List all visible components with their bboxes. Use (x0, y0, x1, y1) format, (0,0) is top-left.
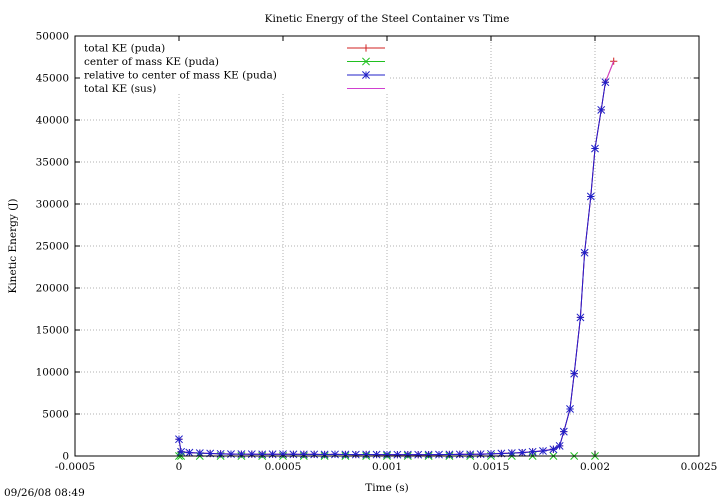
data-point-star (580, 248, 589, 257)
series-line (178, 82, 606, 456)
plot-frame (74, 35, 700, 457)
data-point-star (566, 405, 574, 413)
data-point-star (175, 435, 183, 444)
data-point-star (383, 450, 391, 459)
data-point-star (177, 447, 186, 456)
data-point-star (555, 441, 564, 450)
data-point-star (597, 105, 606, 114)
data-point-star (258, 450, 267, 459)
data-point-star (227, 450, 235, 459)
x-tick-label: 0.0025 (681, 461, 718, 473)
series-2 (175, 78, 610, 459)
data-point-star (586, 192, 595, 201)
y-tick-label: 20000 (36, 283, 69, 295)
y-tick-label: 45000 (36, 73, 69, 85)
data-point-star (185, 448, 194, 457)
y-tick-label: 35000 (36, 157, 69, 169)
data-point-star (528, 447, 537, 456)
series-0 (175, 57, 618, 459)
legend-label: center of mass KE (puda) (84, 56, 219, 68)
data-point-star (576, 313, 585, 322)
legend: total KE (puda)center of mass KE (puda) r… (84, 43, 385, 95)
data-point-star (591, 144, 599, 153)
y-tick-label: 25000 (36, 241, 69, 253)
data-point-star (476, 450, 485, 459)
data-point-star (362, 71, 370, 79)
grid-lines (75, 36, 699, 456)
data-point-star (487, 449, 495, 458)
legend-label: relative to center of mass KE (puda) (84, 70, 277, 82)
data-point-star (455, 450, 464, 459)
data-point-star (570, 369, 579, 378)
data-point-star (279, 450, 287, 459)
data-point-star (393, 450, 402, 459)
data-point-star (351, 450, 360, 459)
data-point-cross (362, 57, 370, 66)
y-tick-label: 50000 (36, 31, 69, 43)
x-tick-label: 0.002 (580, 461, 610, 473)
data-point-star (206, 449, 215, 458)
data-point-star (331, 450, 339, 459)
y-tick-label: 5000 (42, 409, 69, 421)
data-point-star (237, 450, 246, 459)
y-tick-label: 10000 (36, 367, 69, 379)
data-point-star (497, 449, 506, 458)
x-tick-label: 0 (176, 461, 183, 473)
x-tick-label: -0.0005 (55, 461, 95, 473)
data-point-star (299, 450, 308, 459)
data-point-plus (610, 57, 618, 65)
data-point-star (289, 450, 298, 459)
x-tick-label: 0.0005 (265, 461, 302, 473)
data-point-star (518, 448, 527, 457)
data-point-star (466, 450, 475, 459)
y-tick-label: 15000 (36, 325, 69, 337)
x-tick-label: 0.0015 (473, 461, 510, 473)
data-point-star (403, 450, 412, 459)
legend-label: total KE (puda) (84, 43, 165, 55)
axis-ticks: -0.0005 0 0.0005 0.001 0.0015 0.002 0.00250500… (36, 31, 718, 474)
data-point-star (559, 427, 568, 436)
y-tick-label: 40000 (36, 115, 69, 127)
data-point-star (320, 450, 329, 459)
data-point-star (341, 450, 350, 459)
y-axis-label: Kinetic Energy (J) (7, 198, 19, 293)
chart-title: Kinetic Energy of the Steel Container vs… (265, 13, 510, 25)
data-point-star (445, 450, 454, 459)
y-tick-label: 30000 (36, 199, 69, 211)
data-point-star (216, 449, 225, 458)
data-point-star (372, 450, 381, 459)
data-point-star (549, 445, 558, 454)
data-point-star (414, 450, 423, 459)
legend-label: total KE (sus) (84, 83, 156, 95)
data-point-plus (362, 44, 370, 52)
timestamp: 09/26/08 08:49 (4, 487, 85, 499)
y-tick-label: 0 (62, 451, 69, 463)
x-axis-label: Time (s) (365, 482, 408, 494)
data-point-star (195, 449, 204, 458)
data-point-star (601, 78, 610, 87)
data-point-star (310, 450, 319, 459)
data-point-star (268, 450, 277, 459)
data-point-star (507, 449, 516, 458)
data-point-star (362, 450, 371, 459)
x-tick-label: 0.001 (372, 461, 402, 473)
data-point-star (424, 450, 433, 459)
data-series (175, 57, 618, 460)
data-point-star (435, 450, 443, 459)
data-point-star (539, 447, 547, 455)
data-point-star (247, 450, 256, 459)
